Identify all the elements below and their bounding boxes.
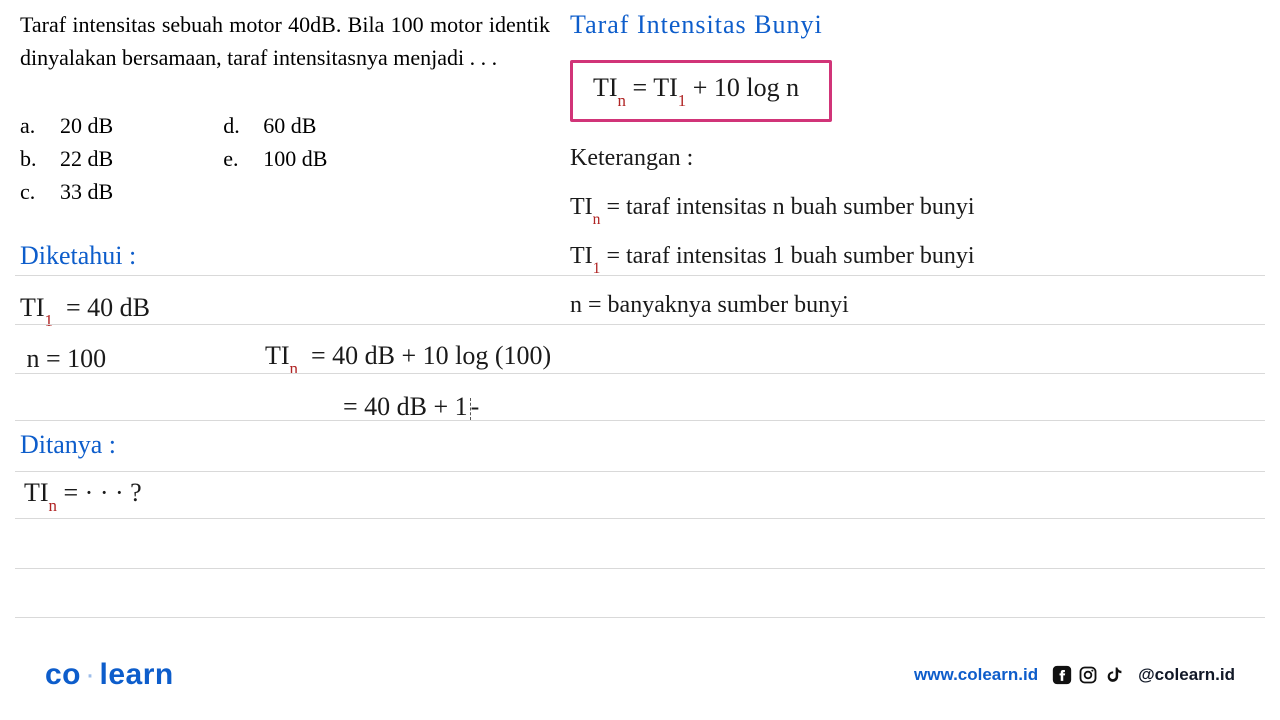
ket-line-2: TI1 = taraf intensitas 1 buah sumber bun… (570, 232, 975, 281)
footer: co·learn www.colearn.id @colearn.id (0, 658, 1280, 692)
options-col-left: a.20 dB b.22 dB c.33 dB (20, 113, 113, 205)
options-block: a.20 dB b.22 dB c.33 dB d.60 dB e.100 dB (20, 113, 327, 205)
dik-line-2: n = 100 (20, 334, 150, 385)
formula-box: TIn = TI1 + 10 log n (570, 60, 832, 122)
option-e: e.100 dB (223, 146, 327, 172)
ruled-line (15, 471, 1265, 472)
ditanya-line: TIn = · · · ? (24, 478, 142, 512)
ruled-line (15, 420, 1265, 421)
option-d: d.60 dB (223, 113, 327, 139)
option-a: a.20 dB (20, 113, 113, 139)
ruled-line (15, 568, 1265, 569)
ruled-line (15, 324, 1265, 325)
ditanya-title: Ditanya : (20, 430, 116, 460)
dik-line-1: TI1 = 40 dB (20, 283, 150, 334)
ruled-line (15, 518, 1265, 519)
option-b: b.22 dB (20, 146, 113, 172)
calculation: TIn = 40 dB + 10 log (100) = 40 dB + 1- (265, 331, 551, 433)
social-icons (1052, 665, 1124, 685)
calc-line-2: = 40 dB + 1- (265, 382, 551, 433)
diketahui-title: Diketahui : (20, 241, 136, 271)
calc-line-1: TIn = 40 dB + 10 log (100) (265, 331, 551, 382)
footer-right: www.colearn.id @colearn.id (914, 665, 1235, 685)
keterangan-lines: TIn = taraf intensitas n buah sumber bun… (570, 183, 975, 331)
ruled-line (15, 617, 1265, 618)
footer-url: www.colearn.id (914, 665, 1038, 685)
topic-heading: Taraf Intensitas Bunyi (570, 10, 823, 40)
ruled-line (15, 275, 1265, 276)
footer-handle: @colearn.id (1138, 665, 1235, 685)
option-c: c.33 dB (20, 179, 113, 205)
keterangan-title: Keterangan : (570, 145, 693, 172)
instagram-icon (1078, 665, 1098, 685)
diketahui-lines: TI1 = 40 dB n = 100 (20, 283, 150, 385)
facebook-icon (1052, 665, 1072, 685)
ruled-line (15, 373, 1265, 374)
question-text: Taraf intensitas sebuah motor 40dB. Bila… (20, 8, 550, 74)
options-col-right: d.60 dB e.100 dB (223, 113, 327, 205)
tiktok-icon (1104, 665, 1124, 685)
brand-logo: co·learn (45, 658, 174, 692)
ket-line-1: TIn = taraf intensitas n buah sumber bun… (570, 183, 975, 232)
